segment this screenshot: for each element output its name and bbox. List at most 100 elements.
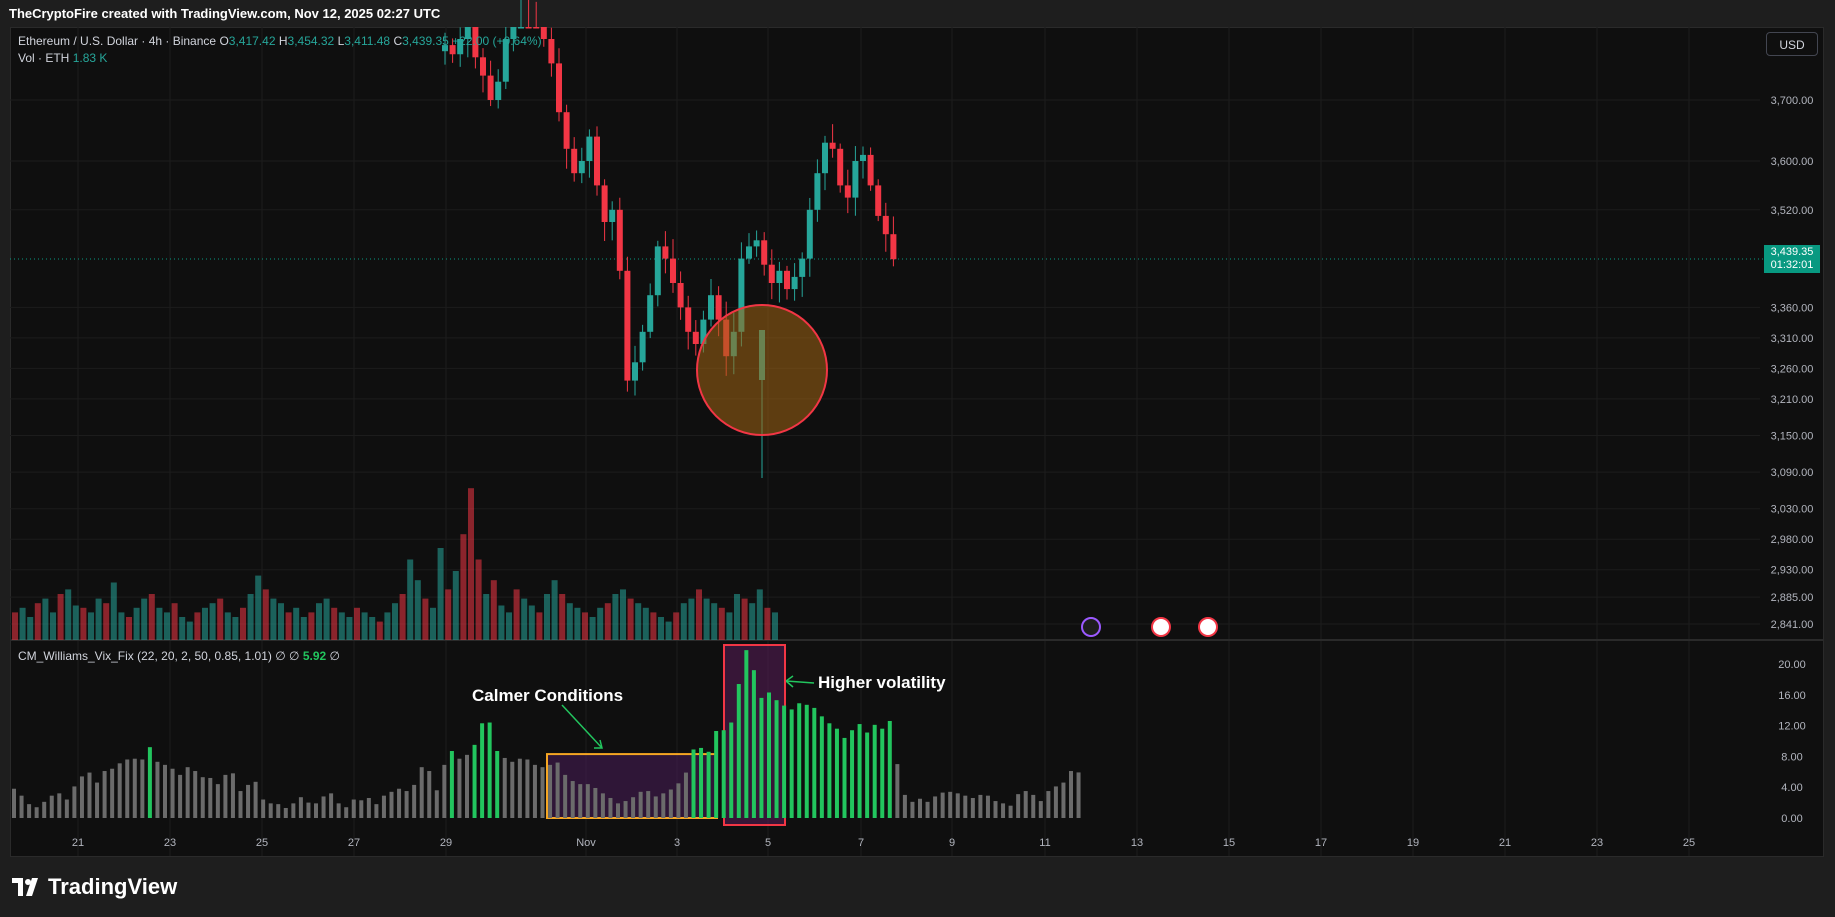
vix-bar (668, 789, 673, 818)
indicator-legend[interactable]: CM_Williams_Vix_Fix (22, 20, 2, 50, 0.85… (18, 649, 340, 663)
volume-bar (566, 603, 573, 640)
candle-body (639, 331, 646, 363)
candle-body (875, 185, 882, 216)
volume-bar (551, 580, 558, 640)
candle-body (647, 295, 654, 332)
vix-bar (880, 728, 885, 818)
vix-bar (827, 723, 832, 818)
candle-body (518, 27, 524, 29)
vix-bar (253, 781, 258, 818)
vix-bar (449, 751, 454, 818)
vix-bar (804, 704, 809, 818)
volume-bar (680, 603, 687, 640)
grid (10, 27, 1824, 856)
volume-bar (376, 621, 383, 640)
vix-bar (12, 788, 16, 818)
price-tick-label: 3,090.00 (1771, 467, 1814, 479)
volume-bar (430, 607, 436, 640)
volume-legend[interactable]: Vol · ETH 1.83 K (18, 51, 107, 65)
candle-body (692, 331, 699, 345)
candle-body (700, 319, 707, 345)
price-tick-label: 3,360.00 (1771, 302, 1814, 314)
vix-bar (351, 799, 356, 818)
volume-bar (445, 589, 452, 640)
volume-bar (300, 617, 307, 640)
volume-histogram (12, 488, 1218, 640)
tradingview-logo[interactable]: TradingView (12, 874, 177, 900)
candle-body (814, 173, 821, 210)
candle-body (890, 234, 897, 260)
candle-body (616, 209, 623, 271)
dividend-event-icon (1081, 617, 1101, 637)
vix-bar (359, 800, 364, 818)
vix-bar (910, 801, 915, 818)
volume-bar (262, 589, 269, 640)
candle-body (844, 185, 851, 198)
price-tick-label: 3,520.00 (1771, 205, 1814, 217)
vix-bar (918, 798, 922, 818)
candle-body (487, 75, 494, 100)
vix-bar (797, 703, 802, 818)
volume-bar (582, 612, 588, 640)
candle-body (776, 270, 783, 284)
candle-body (799, 258, 806, 277)
volume-bar (627, 598, 634, 640)
chart-frame[interactable] (10, 27, 1824, 857)
vix-bar (555, 762, 560, 818)
indicator-sym3: ∅ (329, 649, 340, 663)
vix-bar (1016, 794, 1021, 818)
volume-bar (696, 589, 702, 640)
volume-bar (110, 582, 117, 640)
calm-annotation: Calmer Conditions (472, 686, 624, 705)
volume-bar (240, 607, 246, 640)
candle-body (685, 307, 692, 332)
volume-bar (156, 607, 163, 640)
vix-bar (593, 787, 598, 818)
vix-bar (940, 792, 945, 818)
volume-bar (506, 612, 512, 640)
vix-bar (548, 764, 553, 818)
volume-bar (194, 612, 201, 640)
vix-tick-label: 0.00 (1781, 813, 1802, 825)
vix-bar (19, 795, 24, 818)
vix-bar (993, 801, 998, 818)
candle-body (586, 136, 593, 162)
vix-bar (540, 767, 545, 818)
x-tick-label: 25 (1683, 837, 1695, 849)
candle-body (578, 161, 585, 174)
vix-bar (563, 774, 568, 818)
x-tick-label: 19 (1407, 837, 1419, 849)
vix-bar (736, 684, 741, 818)
x-tick-label: 15 (1223, 837, 1235, 849)
vix-bar (767, 692, 771, 818)
vix-bar (834, 728, 839, 818)
volume-bar (407, 559, 414, 640)
vix-bar (64, 799, 69, 818)
candle-body (806, 209, 813, 259)
indicator-value: 5.92 (302, 649, 327, 663)
volume-bar (597, 607, 604, 640)
volume-bar (437, 548, 444, 640)
candle-body (563, 112, 570, 149)
volume-label: Vol · ETH (18, 51, 70, 65)
vix-bar (246, 784, 251, 818)
currency-button[interactable]: USD (1766, 32, 1818, 56)
vix-bar (200, 777, 205, 818)
vix-bar (631, 797, 636, 818)
symbol-legend[interactable]: Ethereum / U.S. Dollar · 4h · Binance O3… (18, 34, 542, 48)
vix-bar (699, 747, 704, 818)
volume-bar (323, 598, 330, 640)
vix-bar (857, 724, 862, 818)
volume-bar (574, 607, 581, 640)
x-tick-label: 21 (72, 837, 84, 849)
vix-bar (616, 803, 620, 818)
candle-body (449, 45, 456, 55)
volume-bar (308, 612, 315, 640)
volume-bar (95, 598, 102, 640)
volume-bar (179, 617, 186, 640)
candle-body (670, 258, 676, 284)
volume-bar (346, 617, 353, 640)
vix-bar (132, 758, 137, 818)
vix-bar (419, 767, 424, 818)
